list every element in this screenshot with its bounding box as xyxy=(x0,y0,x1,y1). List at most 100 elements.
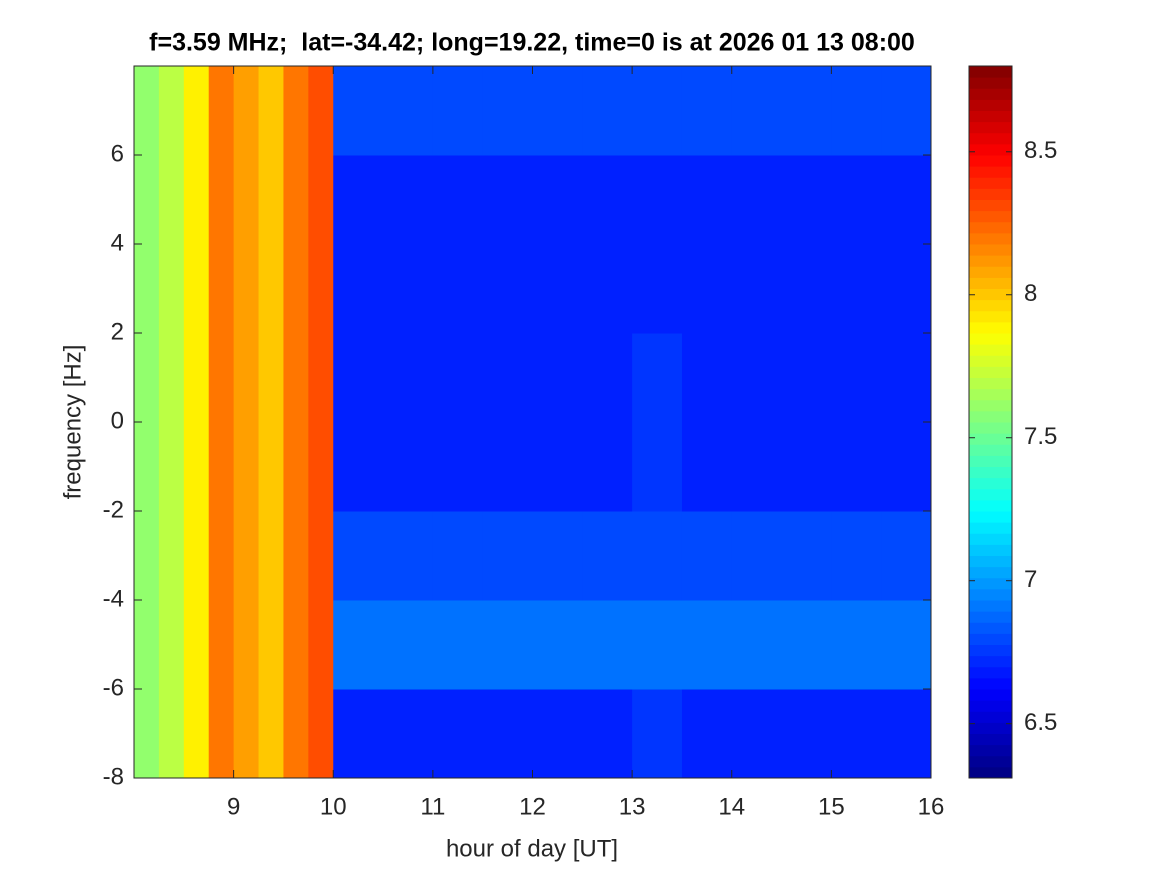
y-tick-label: 2 xyxy=(111,318,124,345)
colorbar-tick-label: 6.5 xyxy=(1024,709,1057,736)
heatmap-cell xyxy=(632,422,683,512)
heatmap-cell xyxy=(432,511,484,601)
heatmap-cell xyxy=(432,244,484,334)
colorbar-swatch xyxy=(969,121,1012,134)
colorbar-swatch xyxy=(969,344,1012,356)
heatmap-cell xyxy=(681,333,733,423)
colorbar-swatch xyxy=(969,622,1012,634)
colorbar-swatch xyxy=(969,666,1012,679)
heatmap-cell xyxy=(532,244,583,334)
heatmap-cell xyxy=(308,600,334,690)
heatmap-cell xyxy=(283,244,309,334)
heatmap xyxy=(134,66,932,779)
heatmap-cell xyxy=(233,66,260,156)
heatmap-cell xyxy=(158,511,185,601)
heatmap-cell xyxy=(208,66,235,156)
colorbar-swatch xyxy=(969,488,1012,501)
y-tick-label: -6 xyxy=(103,674,124,701)
x-tick-label: 15 xyxy=(818,793,845,820)
colorbar-swatch xyxy=(969,633,1012,645)
heatmap-cell xyxy=(283,333,309,423)
heatmap-cell xyxy=(333,333,384,423)
heatmap-cell xyxy=(208,511,235,601)
colorbar-swatch xyxy=(969,232,1012,245)
colorbar-swatch xyxy=(969,444,1012,456)
heatmap-cell xyxy=(208,155,235,245)
heatmap-cell xyxy=(582,689,633,779)
heatmap-cell xyxy=(482,66,533,156)
colorbar-swatch xyxy=(969,566,1012,579)
heatmap-cell xyxy=(308,333,334,423)
heatmap-cell xyxy=(881,333,932,423)
heatmap-cell xyxy=(158,155,185,245)
heatmap-cell xyxy=(582,422,633,512)
colorbar-swatch xyxy=(969,244,1012,256)
heatmap-cell xyxy=(233,600,260,690)
colorbar-swatch xyxy=(969,66,1012,78)
colorbar-tick-label: 7.5 xyxy=(1024,423,1057,450)
colorbar-swatch xyxy=(969,711,1012,723)
heatmap-cell xyxy=(632,333,683,423)
heatmap-cell xyxy=(233,155,260,245)
heatmap-cell xyxy=(582,333,633,423)
colorbar-swatch xyxy=(969,689,1012,701)
heatmap-cell xyxy=(183,333,210,423)
heatmap-cell xyxy=(258,689,284,779)
heatmap-cell xyxy=(158,244,185,334)
colorbar-swatch xyxy=(969,555,1012,568)
heatmap-cell xyxy=(134,511,160,601)
heatmap-cell xyxy=(482,689,533,779)
x-tick-label: 13 xyxy=(619,793,646,820)
heatmap-cell xyxy=(383,66,434,156)
colorbar-swatch xyxy=(969,399,1012,412)
heatmap-cell xyxy=(258,600,284,690)
heatmap-cell xyxy=(731,244,783,334)
heatmap-cell xyxy=(258,333,284,423)
heatmap-cell xyxy=(233,511,260,601)
colorbar-swatch xyxy=(969,299,1012,312)
heatmap-cell xyxy=(482,244,533,334)
colorbar-swatch xyxy=(969,255,1012,267)
colorbar-swatch xyxy=(969,577,1012,590)
heatmap-cell xyxy=(482,600,533,690)
chart-title: f=3.59 MHz; lat=-34.42; long=19.22, time… xyxy=(149,29,915,57)
heatmap-cell xyxy=(731,66,783,156)
colorbar-swatch xyxy=(969,377,1012,390)
colorbar-tick-label: 7 xyxy=(1024,566,1037,593)
heatmap-cell xyxy=(333,511,384,601)
colorbar-swatch xyxy=(969,99,1012,111)
colorbar-swatch xyxy=(969,155,1012,167)
heatmap-cell xyxy=(681,155,733,245)
heatmap-cell xyxy=(308,422,334,512)
colorbar-swatch xyxy=(969,355,1012,367)
y-tick-label: 0 xyxy=(111,407,124,434)
heatmap-cell xyxy=(482,155,533,245)
heatmap-cell xyxy=(681,422,733,512)
colorbar-swatch xyxy=(969,77,1012,89)
heatmap-cell xyxy=(208,244,235,334)
heatmap-cell xyxy=(134,689,160,779)
heatmap-cell xyxy=(134,244,160,334)
heatmap-cell xyxy=(283,600,309,690)
heatmap-cell xyxy=(283,66,309,156)
colorbar-swatch xyxy=(969,333,1012,345)
heatmap-cell xyxy=(532,511,583,601)
heatmap-cell xyxy=(158,689,185,779)
heatmap-cell xyxy=(308,244,334,334)
x-tick-label: 11 xyxy=(420,793,445,820)
colorbar-swatch xyxy=(969,166,1012,178)
colorbar-swatch xyxy=(969,455,1012,467)
heatmap-cell xyxy=(632,66,683,156)
y-tick-label: -2 xyxy=(103,496,124,523)
heatmap-cell xyxy=(831,333,882,423)
heatmap-cell xyxy=(333,66,384,156)
heatmap-cell xyxy=(582,511,633,601)
heatmap-cell xyxy=(333,422,384,512)
colorbar-swatch xyxy=(969,611,1012,623)
heatmap-cell xyxy=(233,333,260,423)
colorbar-swatch xyxy=(969,388,1012,401)
x-tick-label: 14 xyxy=(718,793,745,820)
heatmap-cell xyxy=(383,689,434,779)
colorbar-swatch xyxy=(969,588,1012,601)
heatmap-cell xyxy=(283,422,309,512)
